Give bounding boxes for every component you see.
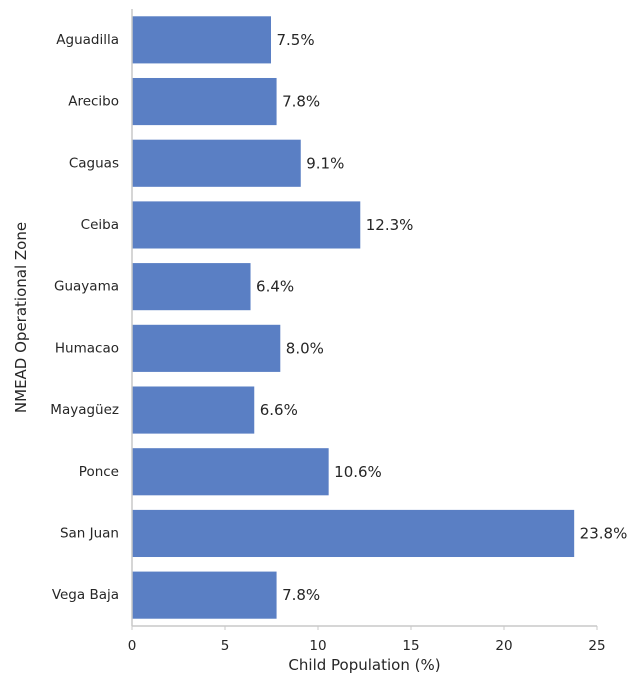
bar (131, 570, 278, 620)
y-tick-label: Guayama (54, 279, 119, 295)
bar (131, 508, 576, 559)
bar (131, 447, 330, 497)
x-tick-label: 20 (495, 638, 512, 654)
bar (131, 138, 302, 188)
bar-value-label: 6.6% (260, 401, 298, 419)
bar-value-label: 8.0% (286, 339, 324, 357)
x-axis-ticks: 0 5 10 15 20 25 (128, 626, 606, 654)
y-tick-label: Caguas (69, 155, 119, 171)
bar-value-label: 10.6% (334, 463, 382, 481)
y-tick-label: Aguadilla (56, 32, 119, 48)
x-tick-label: 15 (402, 638, 419, 654)
y-tick-label: Humacao (55, 340, 119, 356)
bar-value-label: 7.8% (282, 586, 320, 604)
bar-value-label: 7.8% (282, 93, 320, 111)
y-tick-label: Ceiba (81, 217, 119, 233)
bar (131, 262, 252, 312)
bars-group (131, 15, 576, 620)
x-axis-title: Child Population (%) (288, 656, 440, 674)
bar (131, 200, 362, 250)
x-tick-label: 10 (309, 638, 326, 654)
bar (131, 323, 282, 373)
bar-value-label: 12.3% (366, 216, 414, 234)
bar-value-label: 23.8% (580, 524, 628, 542)
y-axis-ticks: Aguadilla Arecibo Caguas Ceiba Guayama Humaca… (50, 32, 119, 603)
bar-value-label: 7.5% (277, 31, 315, 49)
bar-value-label: 6.4% (256, 278, 294, 296)
y-axis-title: NMEAD Operational Zone (12, 222, 30, 413)
bar (131, 15, 272, 65)
x-tick-label: 25 (588, 638, 605, 654)
bar-value-label: 9.1% (306, 154, 344, 172)
bar (131, 76, 278, 127)
y-tick-label: San Juan (60, 525, 119, 541)
data-labels-group: 7.5% 7.8% 9.1% 12.3% 6.4% 8.0% 6.6% 10.6% 23.8% 7… (256, 31, 627, 604)
bar (131, 385, 256, 435)
x-tick-label: 5 (221, 638, 230, 654)
y-tick-label: Mayagüez (50, 402, 119, 418)
x-tick-label: 0 (128, 638, 137, 654)
y-tick-label: Arecibo (68, 94, 119, 110)
y-tick-label: Vega Baja (52, 587, 119, 603)
y-tick-label: Ponce (79, 464, 119, 480)
